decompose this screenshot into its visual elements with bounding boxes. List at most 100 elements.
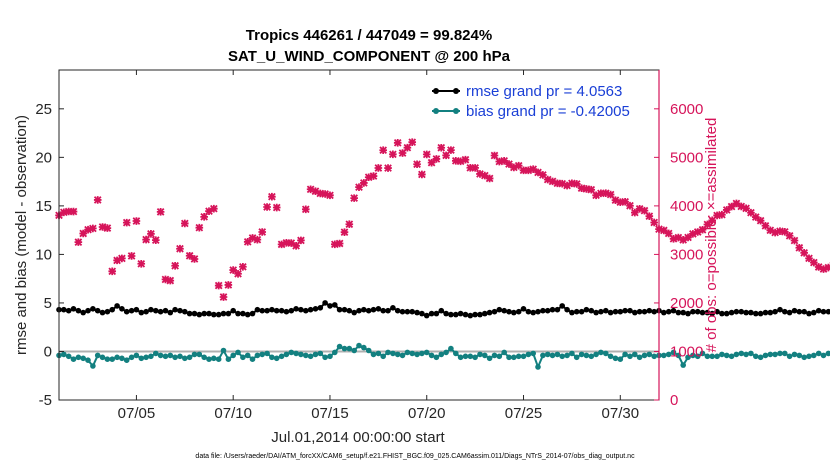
bias-point	[709, 353, 715, 360]
rmse-point	[448, 311, 454, 318]
obs-marker	[118, 254, 126, 263]
rmse-point	[80, 309, 86, 316]
rmse-point	[540, 307, 546, 314]
rmse-point	[370, 306, 377, 313]
bias-point	[603, 350, 609, 357]
bias-point	[477, 351, 483, 358]
rmse-point	[394, 307, 401, 314]
rmse-point	[356, 307, 362, 314]
bias-point	[356, 342, 362, 349]
obs-marker	[800, 248, 808, 257]
bias-point	[670, 349, 677, 356]
legend-bias-marker-right	[453, 108, 459, 114]
rmse-point	[569, 309, 575, 316]
y-axis-right-label: # of obs: o=possible; ×=assimilated	[703, 118, 720, 353]
obs-marker	[360, 179, 368, 187]
obs-marker	[776, 227, 784, 236]
bias-point	[177, 353, 183, 360]
rmse-point	[651, 308, 657, 315]
obs-marker	[660, 226, 668, 235]
legend-rmse-marker-right	[453, 88, 459, 94]
bias-point	[104, 356, 111, 363]
obs-marker	[761, 221, 770, 230]
rmse-point	[419, 310, 425, 317]
rmse-point	[128, 307, 135, 314]
y2-tick-label: 3000	[670, 246, 703, 263]
obs-marker	[84, 225, 92, 234]
bias-point	[743, 351, 749, 358]
obs-marker	[548, 177, 557, 186]
bias-point	[496, 353, 503, 360]
bias-point	[317, 350, 324, 357]
bias-point	[133, 352, 140, 359]
rmse-point	[685, 310, 691, 317]
rmse-point	[815, 307, 822, 314]
bias-point	[723, 352, 730, 359]
rmse-point	[225, 310, 232, 317]
obs-marker	[248, 234, 257, 242]
bias-point	[153, 350, 159, 357]
bias-point	[714, 353, 720, 360]
bias-point	[259, 351, 266, 358]
bias-point	[453, 350, 459, 357]
rmse-point	[719, 310, 725, 317]
rmse-point	[453, 311, 459, 318]
obs-marker	[272, 203, 281, 212]
rmse-point	[641, 308, 648, 315]
bias-point	[80, 355, 86, 362]
obs-marker	[611, 196, 620, 205]
obs-marker	[563, 181, 571, 190]
rmse-point	[791, 307, 798, 314]
obs-marker	[592, 191, 600, 200]
bias-point	[90, 363, 96, 369]
bias-point	[767, 351, 774, 358]
rmse-point	[341, 306, 348, 313]
y-tick-label: 20	[35, 149, 52, 166]
bias-point	[728, 353, 735, 360]
rmse-point	[762, 309, 769, 316]
rmse-point	[438, 307, 445, 314]
rmse-point	[515, 308, 522, 315]
obs-marker	[418, 170, 426, 179]
rmse-point	[414, 309, 420, 316]
obs-marker	[495, 157, 504, 166]
rmse-point	[428, 310, 435, 317]
obs-marker	[147, 229, 155, 238]
obs-marker	[340, 228, 349, 237]
obs-marker	[64, 207, 73, 216]
bias-point	[699, 350, 706, 357]
bias-point	[801, 354, 807, 361]
bias-point	[515, 353, 522, 360]
obs-marker	[398, 149, 407, 157]
rmse-point	[820, 308, 827, 315]
rmse-point	[694, 308, 701, 315]
obs-marker	[413, 160, 421, 169]
obs-marker	[190, 255, 199, 263]
bias-point	[114, 354, 120, 361]
bias-point	[694, 353, 701, 360]
rmse-point	[332, 302, 338, 308]
bias-point	[690, 352, 696, 359]
x-tick-label: 07/20	[408, 405, 446, 422]
rmse-point	[85, 307, 91, 314]
obs-marker	[330, 240, 339, 249]
rmse-point	[380, 307, 387, 314]
data-file-footer: data file: /Users/raeder/DAI/ATM_forcXX/…	[195, 453, 635, 460]
obs-marker	[582, 185, 591, 193]
rmse-point	[273, 307, 280, 314]
obs-marker	[756, 216, 765, 225]
obs-marker	[195, 223, 204, 232]
obs-marker	[664, 229, 673, 238]
obs-marker	[103, 224, 112, 232]
obs-marker	[210, 204, 218, 213]
bias-point	[462, 353, 469, 360]
obs-marker	[263, 203, 271, 211]
rmse-point	[109, 306, 115, 313]
bias-point	[646, 351, 653, 358]
bias-point	[225, 356, 232, 363]
obs-marker	[722, 206, 731, 214]
bias-point	[240, 354, 246, 361]
x-tick-label: 07/15	[311, 405, 349, 422]
rmse-point	[119, 306, 125, 312]
rmse-point	[99, 309, 106, 316]
